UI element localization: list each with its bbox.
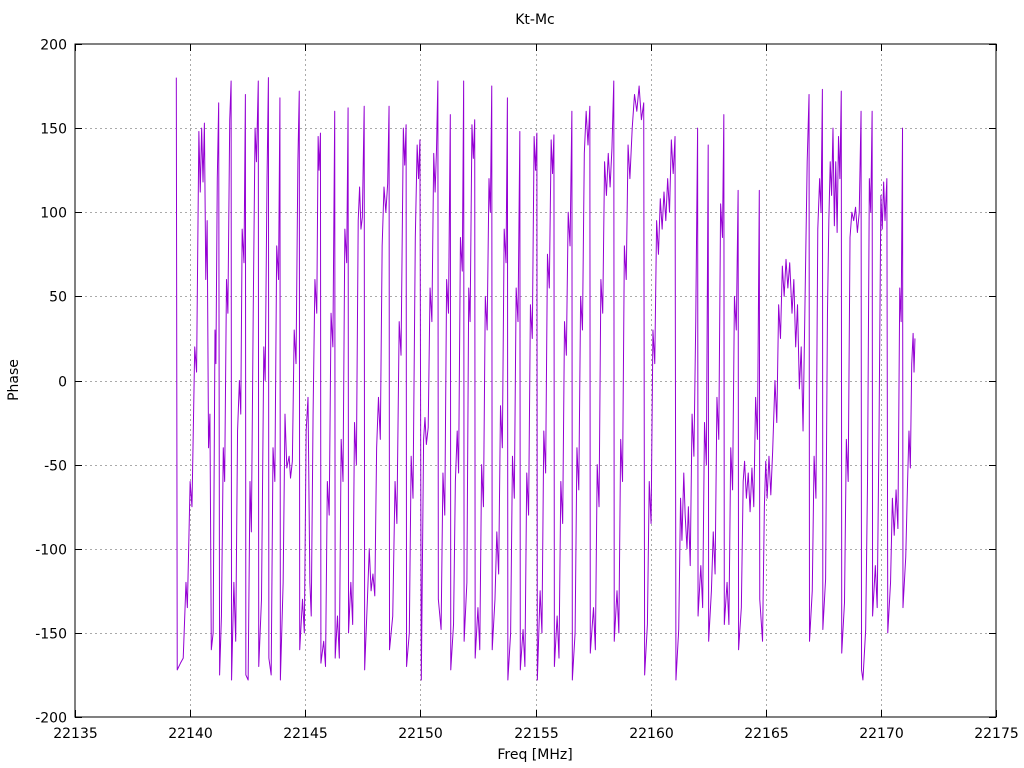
- y-tick-label: -50: [44, 459, 67, 475]
- y-tick-label: -150: [35, 627, 67, 643]
- x-axis-label: Freq [MHz]: [497, 747, 572, 763]
- y-tick-label: -200: [35, 711, 67, 727]
- chart-title: Kt-Mc: [515, 12, 555, 28]
- x-tick-label: 22165: [744, 726, 789, 742]
- x-tick-labels: 22135 22140 22145 22150 22155 22160 22165 22170…: [53, 726, 1019, 742]
- phase-line: [175, 77, 916, 681]
- x-tick-label: 22140: [168, 726, 213, 742]
- y-axis-label: Phase: [6, 359, 22, 401]
- x-tick-label: 22160: [629, 726, 674, 742]
- x-tick-label: 22155: [514, 726, 559, 742]
- x-tick-label: 22170: [859, 726, 904, 742]
- y-tick-label: 100: [40, 206, 67, 222]
- plot-border: [74, 43, 997, 718]
- y-tick-label: 150: [40, 122, 67, 138]
- y-tick-label: -100: [35, 543, 67, 559]
- y-tick-label: 50: [49, 290, 67, 306]
- x-tick-label: 22145: [283, 726, 328, 742]
- x-tick-label: 22135: [53, 726, 98, 742]
- x-tick-label: 22150: [398, 726, 443, 742]
- grid-lines: [75, 44, 996, 717]
- y-tick-labels: -200 -150 -100 -50 0 50 100 150 200: [35, 38, 67, 727]
- x-tick-label: 22175: [974, 726, 1019, 742]
- y-tick-label: 0: [58, 375, 67, 391]
- y-tick-label: 200: [40, 38, 67, 54]
- data-series: [175, 77, 916, 681]
